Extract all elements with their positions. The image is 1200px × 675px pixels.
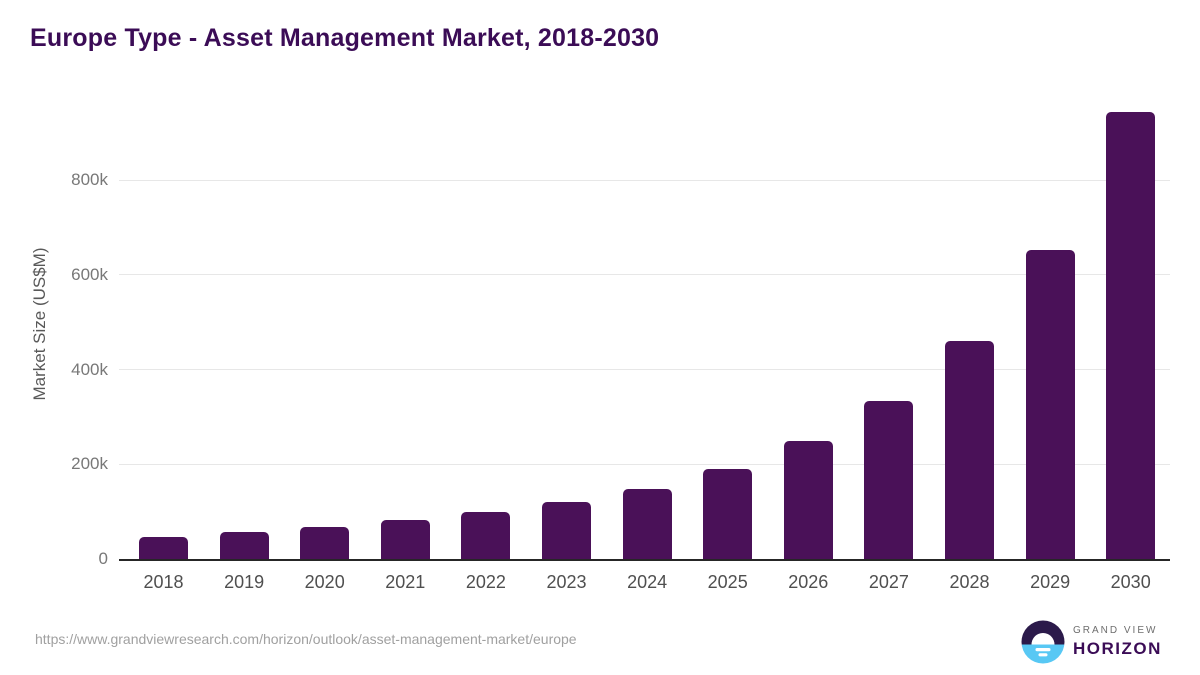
bar-2019 xyxy=(219,532,269,559)
bar-2023 xyxy=(542,502,591,559)
bar-2025 xyxy=(703,469,753,559)
bar-2018 xyxy=(139,537,188,559)
x-tick-label-2027: 2027 xyxy=(868,572,909,592)
x-tick-label-2026: 2026 xyxy=(788,572,829,592)
x-tick-label-2024: 2024 xyxy=(627,572,668,592)
plot-area: 0 200k 400k 600k 800k 2018 2019 2020 2021 2022 202… xyxy=(71,90,1170,592)
bar-2029 xyxy=(1025,250,1075,559)
x-tick-label-2023: 2023 xyxy=(546,572,587,592)
x-tick-label-2018: 2018 xyxy=(143,572,184,592)
bar-2021 xyxy=(380,520,430,559)
x-tick-label-2030: 2030 xyxy=(1110,572,1151,592)
bar-2026 xyxy=(783,441,833,559)
horizon-sunrise-icon xyxy=(1021,620,1065,664)
bar-2027 xyxy=(864,401,914,559)
x-tick-label-2025: 2025 xyxy=(707,572,748,592)
source-url: https://www.grandviewresearch.com/horizo… xyxy=(35,631,577,647)
logo-brand-name: GRAND VIEW xyxy=(1073,625,1158,636)
x-tick-label-2021: 2021 xyxy=(385,572,426,592)
gridline-200k xyxy=(119,463,1170,465)
y-tick-label-400k: 400k xyxy=(71,359,108,379)
logo-text: GRAND VIEW HORIZON xyxy=(1073,625,1162,659)
bar-2022 xyxy=(461,512,511,559)
gridline-800k xyxy=(119,179,1170,181)
gridline-400k xyxy=(119,369,1170,370)
bar-2020 xyxy=(300,526,350,559)
x-tick-label-2028: 2028 xyxy=(949,572,990,592)
x-tick-label-2029: 2029 xyxy=(1030,572,1071,592)
y-tick-label-0: 0 xyxy=(98,549,108,568)
bar-2024 xyxy=(622,488,672,559)
bar-2028 xyxy=(945,341,994,559)
x-tick-label-2022: 2022 xyxy=(465,572,506,592)
page-title: Europe Type - Asset Management Market, 2… xyxy=(30,24,660,52)
y-tick-label-800k: 800k xyxy=(71,170,108,189)
y-tick-label-600k: 600k xyxy=(71,264,108,284)
grand-view-horizon-logo: GRAND VIEW HORIZON xyxy=(1021,620,1162,664)
x-tick-label-2019: 2019 xyxy=(224,572,265,592)
x-tick-label-2020: 2020 xyxy=(304,572,345,592)
logo-product-name: HORIZON xyxy=(1073,639,1162,658)
y-tick-label-200k: 200k xyxy=(71,454,108,474)
gridline-600k xyxy=(119,274,1170,276)
bar-2030 xyxy=(1106,112,1156,559)
